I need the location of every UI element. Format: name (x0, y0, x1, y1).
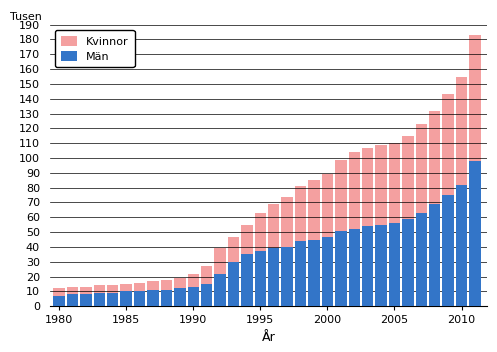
Bar (295, 241, 306, 306)
Bar (187, 287, 199, 306)
Bar (335, 231, 346, 306)
Bar (442, 195, 454, 306)
Bar (174, 288, 185, 306)
Bar (241, 225, 252, 306)
Bar (80, 287, 91, 306)
Bar (362, 147, 373, 306)
Bar (241, 254, 252, 306)
Bar (67, 294, 78, 306)
Bar (254, 251, 266, 306)
Bar (295, 186, 306, 306)
Bar (107, 285, 118, 306)
Bar (67, 287, 78, 306)
Bar (107, 293, 118, 306)
Bar (402, 219, 414, 306)
Bar (375, 225, 387, 306)
Bar (201, 284, 212, 306)
Bar (362, 226, 373, 306)
Bar (53, 288, 65, 306)
Bar (268, 249, 279, 306)
Bar (161, 290, 172, 306)
Bar (322, 237, 333, 306)
Bar (456, 185, 467, 306)
Legend: Kvinnor, Män: Kvinnor, Män (55, 30, 135, 67)
Bar (93, 285, 105, 306)
Bar (429, 111, 440, 306)
Bar (442, 94, 454, 306)
Bar (322, 174, 333, 306)
Bar (254, 213, 266, 306)
Bar (147, 290, 159, 306)
Bar (53, 296, 65, 306)
Bar (415, 124, 427, 306)
Bar (469, 161, 481, 306)
Bar (308, 180, 320, 306)
Bar (268, 204, 279, 306)
Bar (308, 240, 320, 306)
Bar (134, 283, 145, 306)
Bar (80, 294, 91, 306)
Bar (134, 291, 145, 306)
Bar (456, 76, 467, 306)
Bar (415, 213, 427, 306)
Bar (161, 279, 172, 306)
Bar (469, 35, 481, 306)
Bar (120, 284, 132, 306)
Bar (281, 247, 293, 306)
Bar (93, 293, 105, 306)
X-axis label: År: År (261, 331, 275, 344)
Bar (228, 262, 239, 306)
Bar (348, 152, 360, 306)
Bar (348, 229, 360, 306)
Bar (201, 266, 212, 306)
Bar (335, 159, 346, 306)
Bar (214, 249, 226, 306)
Bar (375, 145, 387, 306)
Bar (402, 136, 414, 306)
Bar (174, 278, 185, 306)
Bar (120, 291, 132, 306)
Bar (389, 223, 400, 306)
Bar (187, 274, 199, 306)
Bar (429, 204, 440, 306)
Bar (147, 281, 159, 306)
Bar (214, 274, 226, 306)
Bar (389, 143, 400, 306)
Text: Tusen: Tusen (10, 12, 42, 22)
Bar (228, 237, 239, 306)
Bar (281, 196, 293, 306)
